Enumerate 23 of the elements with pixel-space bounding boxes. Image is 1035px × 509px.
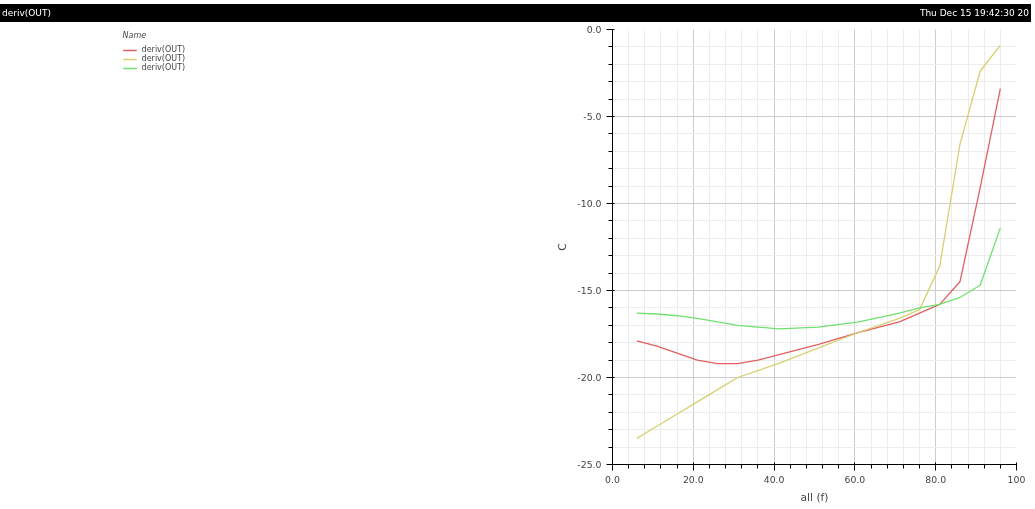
legend-label: deriv(OUT) xyxy=(141,63,186,72)
text: Thu Dec 15 19:42:30 20 xyxy=(919,7,1029,20)
x-tick-label: 100 xyxy=(1007,473,1026,485)
x-tick-label: 60.0 xyxy=(844,473,866,485)
y-tick-label: -5.0 xyxy=(583,111,602,122)
text: deriv(OUT) xyxy=(2,7,51,20)
line-series xyxy=(636,227,1001,330)
line-series xyxy=(636,44,1001,440)
x-tick-label: 0.0 xyxy=(605,473,620,485)
x-tick-label: 80.0 xyxy=(925,473,947,485)
y-tick-label: -25.0 xyxy=(577,459,602,470)
legend-label: deriv(OUT) xyxy=(141,54,186,63)
legend-title: Name xyxy=(122,31,148,40)
y-tick-label: 0.0 xyxy=(586,24,602,35)
y-tick-label: -15.0 xyxy=(577,285,602,296)
y-tick-label: -20.0 xyxy=(577,372,602,383)
line-series xyxy=(636,88,1001,365)
legend-label: deriv(OUT) xyxy=(141,45,186,54)
y-axis-title: C xyxy=(556,243,570,251)
x-tick-label: 40.0 xyxy=(763,473,785,485)
x-tick-label: 20.0 xyxy=(682,473,704,485)
x-axis-title: all (f) xyxy=(800,490,829,504)
y-tick-label: -10.0 xyxy=(577,198,602,209)
